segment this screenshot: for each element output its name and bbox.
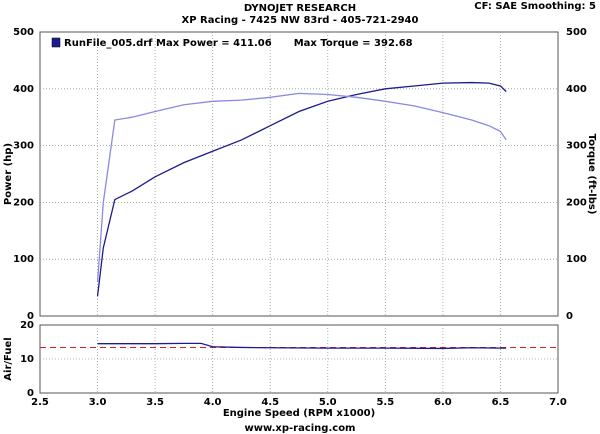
data-line [97,342,507,350]
legend-entry: RunFile_005.drf Max Power = 411.06 [64,38,272,49]
y-tick-label: 200 [13,197,34,208]
y-axis-title: Power (hp) [3,143,14,205]
x-tick-label: 2.5 [31,397,49,408]
x-tick-label: 3.0 [89,397,107,408]
y-axis-title: Air/Fuel [3,337,14,380]
settings: CF: SAE Smoothing: 5 [474,1,596,12]
footer: www.xp-racing.com [245,423,356,434]
y2-tick-label: 0 [566,311,573,322]
y-tick-label: 20 [20,320,34,331]
y2-tick-label: 100 [566,254,587,265]
x-tick-label: 7.0 [549,397,567,408]
x-tick-label: 3.5 [146,397,164,408]
y-tick-label: 10 [20,354,34,365]
x-tick-label: 6.0 [434,397,452,408]
x-tick-label: 4.0 [204,397,222,408]
x-axis-title: Engine Speed (RPM x1000) [223,408,375,419]
y2-tick-label: 300 [566,141,587,152]
y-tick-label: 300 [13,141,34,152]
chart-subtitle: XP Racing - 7425 NW 83rd - 405-721-2940 [182,15,419,26]
y-tick-label: 0 [27,388,34,399]
y2-tick-label: 500 [566,27,587,38]
x-tick-label: 4.5 [261,397,279,408]
y2-tick-label: 200 [566,197,587,208]
legend-entry: Max Torque = 392.68 [294,38,413,49]
legend-swatch [51,37,61,48]
x-tick-label: 6.5 [492,397,510,408]
data-line [96,81,507,297]
data-line [96,92,507,282]
chart-title: DYNOJET RESEARCH [244,3,356,14]
y-tick-label: 100 [13,254,34,265]
x-tick-label: 5.5 [376,397,394,408]
y2-axis-title: Torque (ft-lbs) [586,134,597,215]
y-tick-label: 500 [13,27,34,38]
y-tick-label: 400 [13,84,34,95]
y-tick-label: 0 [27,311,34,322]
x-tick-label: 5.0 [319,397,337,408]
y2-tick-label: 400 [566,84,587,95]
main-plot-area [39,31,559,317]
